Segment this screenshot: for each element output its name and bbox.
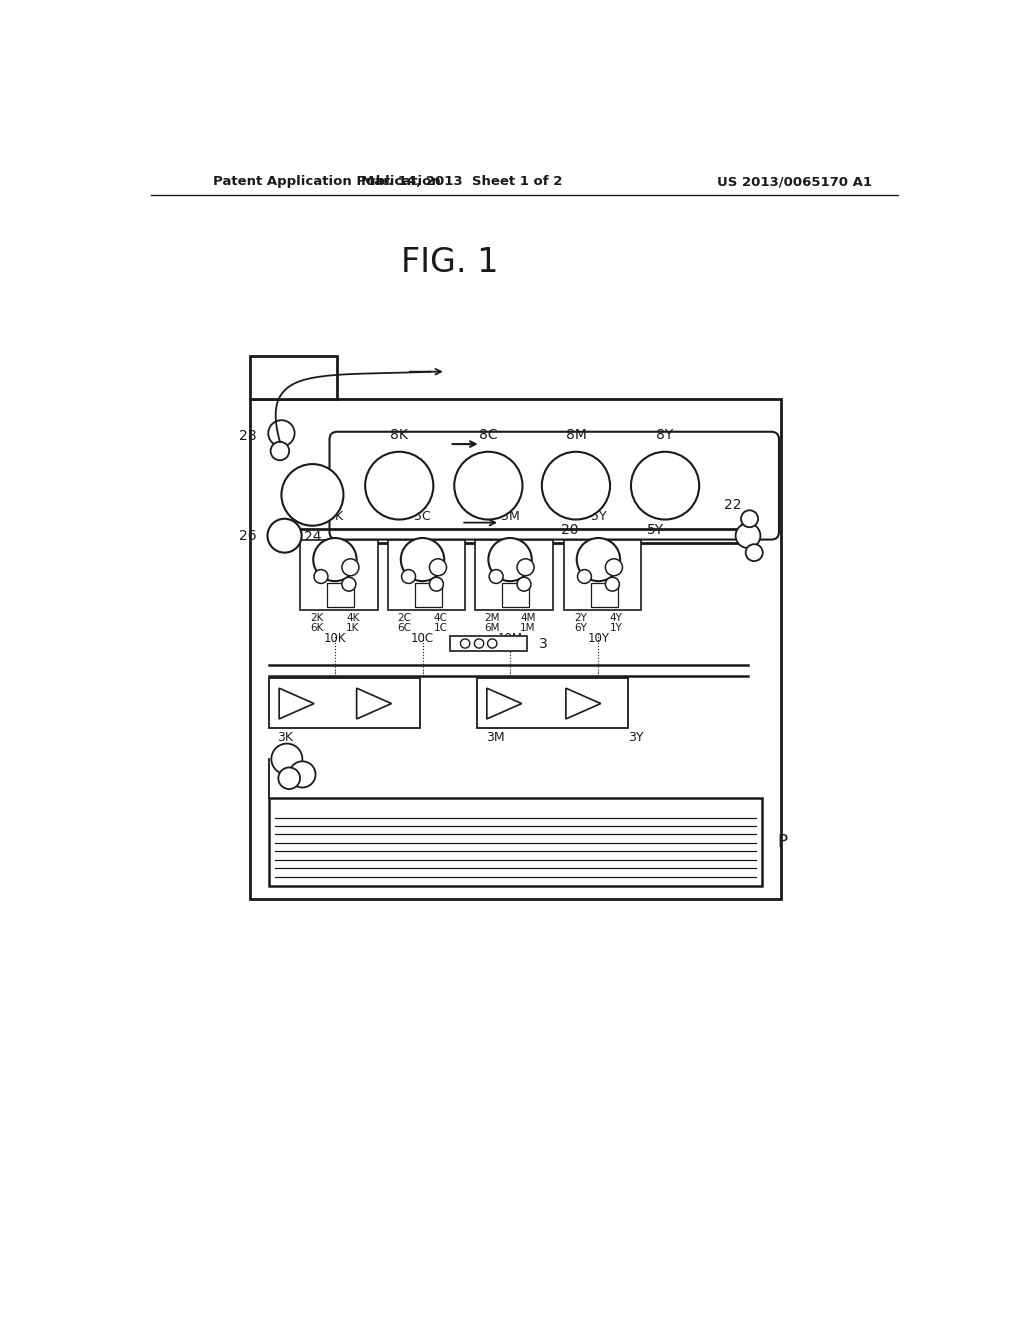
- Circle shape: [271, 743, 302, 775]
- Circle shape: [455, 451, 522, 520]
- Circle shape: [735, 523, 761, 548]
- Text: 2M: 2M: [484, 612, 500, 623]
- Circle shape: [605, 577, 620, 591]
- Bar: [591, 583, 617, 607]
- Bar: [328, 583, 354, 607]
- Circle shape: [342, 577, 356, 591]
- Text: 10Y: 10Y: [588, 631, 609, 644]
- Circle shape: [474, 639, 483, 648]
- Circle shape: [741, 511, 758, 527]
- Circle shape: [605, 558, 623, 576]
- Text: 3K: 3K: [276, 731, 293, 744]
- Bar: [475, 540, 553, 610]
- Polygon shape: [486, 688, 521, 719]
- Circle shape: [517, 558, 535, 576]
- Text: 2K: 2K: [310, 612, 324, 623]
- Circle shape: [268, 420, 295, 446]
- Circle shape: [631, 451, 699, 520]
- Circle shape: [517, 577, 531, 591]
- Circle shape: [577, 539, 621, 581]
- Bar: [251, 356, 337, 399]
- Bar: [477, 678, 628, 729]
- Bar: [415, 583, 442, 607]
- Text: 26: 26: [240, 529, 257, 543]
- Text: 24: 24: [304, 531, 322, 544]
- Text: 1Y: 1Y: [610, 623, 623, 634]
- Text: US 2013/0065170 A1: US 2013/0065170 A1: [717, 176, 872, 187]
- Text: 5M: 5M: [501, 510, 519, 523]
- Text: 28: 28: [240, 429, 257, 442]
- Text: 3M: 3M: [486, 731, 505, 744]
- Polygon shape: [566, 688, 601, 719]
- Circle shape: [400, 539, 444, 581]
- Text: 4M: 4M: [520, 612, 536, 623]
- Bar: [269, 678, 420, 729]
- Text: 6C: 6C: [397, 623, 412, 634]
- Text: 5Y: 5Y: [646, 523, 664, 537]
- Polygon shape: [356, 688, 391, 719]
- Text: 6K: 6K: [310, 623, 324, 634]
- Circle shape: [289, 762, 315, 788]
- Text: 3: 3: [539, 636, 548, 651]
- Bar: [269, 797, 762, 886]
- Text: 2Y: 2Y: [574, 612, 587, 623]
- Text: 4Y: 4Y: [610, 612, 623, 623]
- Bar: [563, 540, 641, 610]
- Text: 10M: 10M: [498, 631, 522, 644]
- Text: Mar. 14, 2013  Sheet 1 of 2: Mar. 14, 2013 Sheet 1 of 2: [360, 176, 562, 187]
- Circle shape: [270, 442, 289, 461]
- Circle shape: [267, 519, 302, 553]
- Text: 8K: 8K: [390, 428, 409, 442]
- Polygon shape: [280, 688, 314, 719]
- Text: 4C: 4C: [433, 612, 447, 623]
- Text: 8Y: 8Y: [656, 428, 674, 442]
- Circle shape: [401, 570, 416, 583]
- Bar: [300, 540, 378, 610]
- Text: 2C: 2C: [397, 612, 412, 623]
- Text: 1M: 1M: [520, 623, 536, 634]
- Text: 3C: 3C: [357, 697, 374, 710]
- Text: 1K: 1K: [346, 623, 359, 634]
- Circle shape: [461, 639, 470, 648]
- Circle shape: [366, 451, 433, 520]
- Circle shape: [487, 639, 497, 648]
- Text: 4K: 4K: [346, 612, 359, 623]
- Text: 10K: 10K: [324, 631, 346, 644]
- Bar: [251, 399, 781, 899]
- Text: 10C: 10C: [411, 631, 434, 644]
- Circle shape: [313, 539, 356, 581]
- Text: 5Y: 5Y: [591, 510, 606, 523]
- Bar: [450, 636, 527, 651]
- Text: 5K: 5K: [327, 510, 343, 523]
- Text: 1C: 1C: [433, 623, 447, 634]
- Circle shape: [488, 539, 531, 581]
- Circle shape: [282, 465, 343, 525]
- Circle shape: [342, 558, 359, 576]
- Circle shape: [578, 570, 592, 583]
- Bar: [503, 583, 529, 607]
- Circle shape: [314, 570, 328, 583]
- Circle shape: [745, 544, 763, 561]
- Text: 6M: 6M: [484, 623, 500, 634]
- Circle shape: [429, 577, 443, 591]
- Circle shape: [489, 570, 503, 583]
- Circle shape: [279, 767, 300, 789]
- Text: 30: 30: [739, 523, 757, 536]
- Text: 3Y: 3Y: [628, 731, 643, 744]
- Text: P: P: [778, 833, 787, 851]
- Text: 5C: 5C: [414, 510, 431, 523]
- Text: 6Y: 6Y: [574, 623, 587, 634]
- Circle shape: [429, 558, 446, 576]
- Text: 8M: 8M: [565, 428, 587, 442]
- Text: 8C: 8C: [479, 428, 498, 442]
- Bar: [388, 540, 465, 610]
- Text: 22: 22: [724, 498, 741, 512]
- Circle shape: [542, 451, 610, 520]
- Text: FIG. 1: FIG. 1: [400, 246, 499, 279]
- Text: Patent Application Publication: Patent Application Publication: [213, 176, 441, 187]
- FancyBboxPatch shape: [330, 432, 779, 540]
- Text: 20: 20: [561, 523, 579, 537]
